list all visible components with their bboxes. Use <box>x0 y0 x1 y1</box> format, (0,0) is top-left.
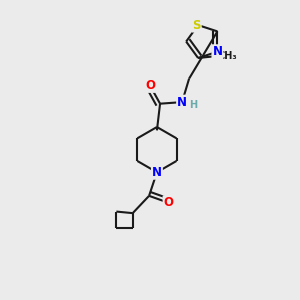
Text: S: S <box>192 19 201 32</box>
Text: O: O <box>145 79 155 92</box>
Text: N: N <box>212 45 222 58</box>
Text: CH₃: CH₃ <box>218 51 238 62</box>
Text: N: N <box>177 96 187 109</box>
Text: N: N <box>152 166 162 179</box>
Text: O: O <box>164 196 173 209</box>
Text: H: H <box>189 100 197 110</box>
